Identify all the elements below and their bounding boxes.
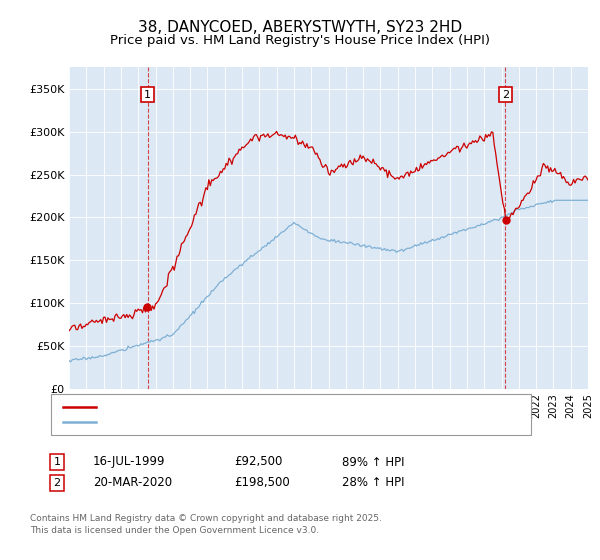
- Text: £92,500: £92,500: [234, 455, 283, 469]
- Text: 2: 2: [53, 478, 61, 488]
- Text: Contains HM Land Registry data © Crown copyright and database right 2025.
This d: Contains HM Land Registry data © Crown c…: [30, 514, 382, 535]
- Text: 38, DANYCOED, ABERYSTWYTH, SY23 2HD: 38, DANYCOED, ABERYSTWYTH, SY23 2HD: [138, 20, 462, 35]
- Text: 28% ↑ HPI: 28% ↑ HPI: [342, 476, 404, 489]
- Text: HPI: Average price, semi-detached house, Ceredigion: HPI: Average price, semi-detached house,…: [103, 417, 395, 427]
- Text: 89% ↑ HPI: 89% ↑ HPI: [342, 455, 404, 469]
- Text: 2: 2: [502, 90, 509, 100]
- Text: 1: 1: [144, 90, 151, 100]
- Text: 1: 1: [53, 457, 61, 467]
- Text: 38, DANYCOED, ABERYSTWYTH, SY23 2HD (semi-detached house): 38, DANYCOED, ABERYSTWYTH, SY23 2HD (sem…: [103, 402, 464, 412]
- Text: 20-MAR-2020: 20-MAR-2020: [93, 476, 172, 489]
- Text: Price paid vs. HM Land Registry's House Price Index (HPI): Price paid vs. HM Land Registry's House …: [110, 34, 490, 46]
- Text: £198,500: £198,500: [234, 476, 290, 489]
- Text: 16-JUL-1999: 16-JUL-1999: [93, 455, 166, 469]
